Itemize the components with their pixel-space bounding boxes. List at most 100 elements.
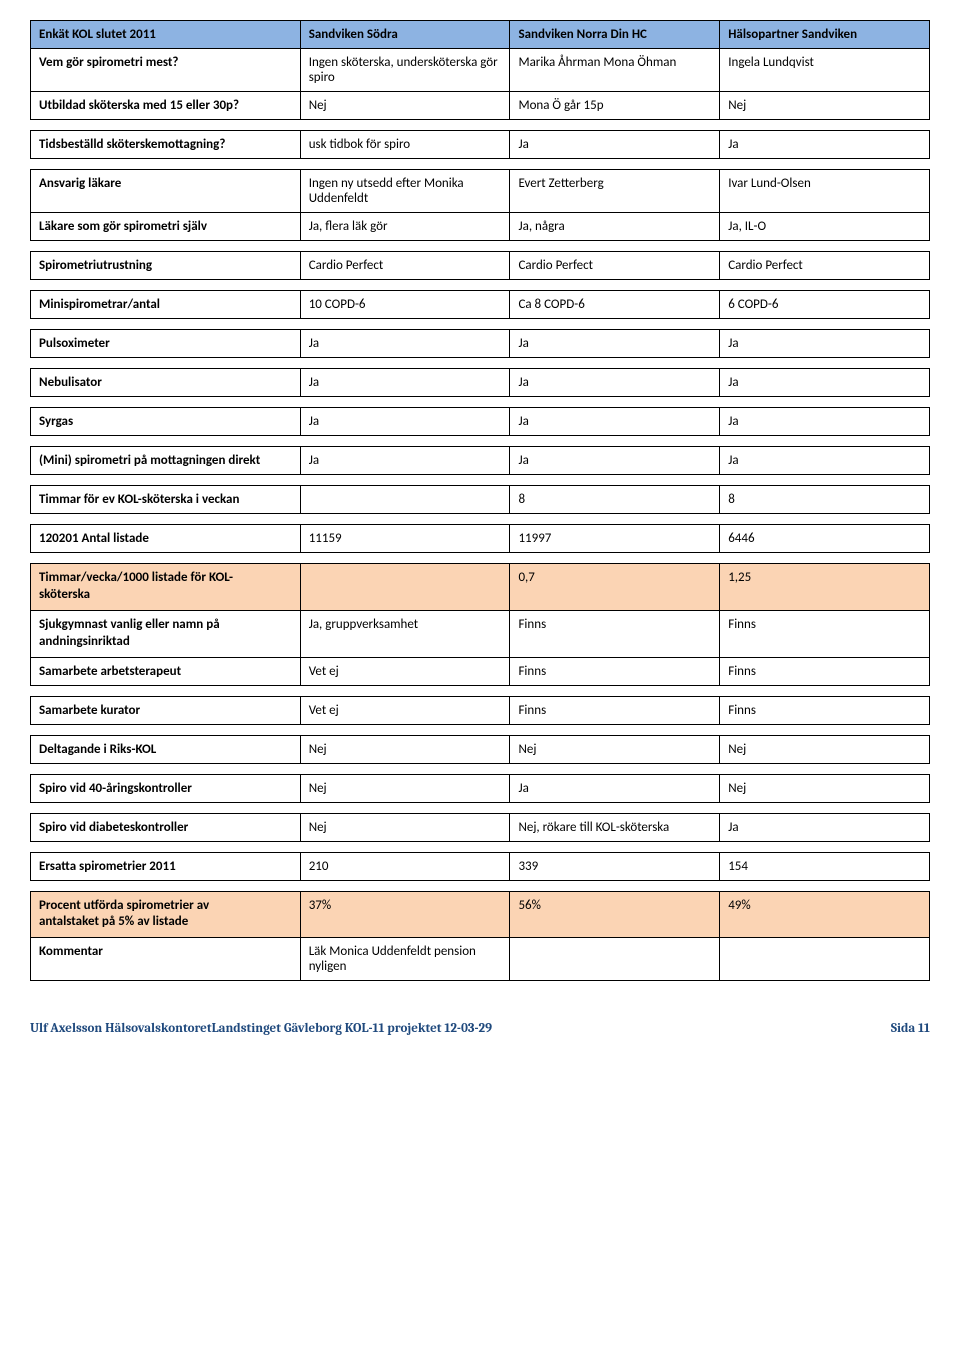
cell: Marika Åhrman Mona Öhman <box>510 49 720 92</box>
cell: Ja <box>720 131 930 159</box>
cell: Nej <box>300 813 510 841</box>
cell: 10 COPD-6 <box>300 291 510 319</box>
table-section: Syrgas Ja Ja Ja <box>30 407 930 436</box>
cell: Ja <box>720 330 930 358</box>
cell: 11159 <box>300 525 510 553</box>
cell: Ja <box>300 408 510 436</box>
label: Spirometriutrustning <box>31 252 301 280</box>
row-vem-gor-spiro: Vem gör spirometri mest? Ingen sköterska… <box>31 49 930 92</box>
cell: Finns <box>510 696 720 724</box>
header-col1: Sandviken Södra <box>300 21 510 49</box>
main-table: Enkät KOL slutet 2011 Sandviken Södra Sa… <box>30 20 930 120</box>
header-col3: Hälsopartner Sandviken <box>720 21 930 49</box>
row-utrustning: Spirometriutrustning Cardio Perfect Card… <box>31 252 930 280</box>
table-section: Samarbete kurator Vet ej Finns Finns <box>30 696 930 725</box>
row-procent: Procent utförda spirometrier av antalsta… <box>31 891 930 938</box>
table-section: 120201 Antal listade 11159 11997 6446 <box>30 524 930 553</box>
row-spiro-diabetes: Spiro vid diabeteskontroller Nej Nej, rö… <box>31 813 930 841</box>
row-timmar-veckan: Timmar för ev KOL-sköterska i veckan 8 8 <box>31 486 930 514</box>
footer-right: Sida 11 <box>891 1021 930 1036</box>
label: Ansvarig läkare <box>31 170 301 213</box>
cell: 37% <box>300 891 510 938</box>
cell: 8 <box>720 486 930 514</box>
cell: Nej <box>510 735 720 763</box>
table-section: Spirometriutrustning Cardio Perfect Card… <box>30 251 930 280</box>
label: Spiro vid 40-åringskontroller <box>31 774 301 802</box>
cell: Ja, gruppverksamhet <box>300 610 510 657</box>
label: Pulsoximeter <box>31 330 301 358</box>
row-ansvarig: Ansvarig läkare Ingen ny utsedd efter Mo… <box>31 170 930 213</box>
label-line1: Timmar/vecka/1000 listade för KOL- <box>39 570 233 585</box>
cell: Ja <box>300 369 510 397</box>
cell: Ja <box>720 813 930 841</box>
label-line2: sköterska <box>39 587 90 602</box>
cell: Ja <box>510 408 720 436</box>
table-section: Ersatta spirometrier 2011 210 339 154 <box>30 852 930 881</box>
label: Tidsbeställd sköterskemottagning? <box>31 131 301 159</box>
row-ersatta: Ersatta spirometrier 2011 210 339 154 <box>31 852 930 880</box>
cell: Ja <box>510 131 720 159</box>
cell: Ja <box>720 369 930 397</box>
label-line2: antalstaket på 5% av listade <box>39 914 188 929</box>
cell: Finns <box>510 657 720 685</box>
row-spiro-40: Spiro vid 40-åringskontroller Nej Ja Nej <box>31 774 930 802</box>
cell: Ja, några <box>510 213 720 241</box>
label: 120201 Antal listade <box>31 525 301 553</box>
label-line1: Procent utförda spirometrier av <box>39 898 209 913</box>
cell <box>720 938 930 981</box>
table-section: Minispirometrar/antal 10 COPD-6 Ca 8 COP… <box>30 290 930 319</box>
cell: Ja <box>300 330 510 358</box>
row-timmar-per-1000: Timmar/vecka/1000 listade för KOL- sköte… <box>31 564 930 611</box>
cell: Nej <box>720 92 930 120</box>
cell: 1,25 <box>720 564 930 611</box>
cell: Ingen sköterska, undersköterska gör spir… <box>300 49 510 92</box>
table-section: Timmar för ev KOL-sköterska i veckan 8 8 <box>30 485 930 514</box>
cell: 154 <box>720 852 930 880</box>
label: (Mini) spirometri på mottagningen direkt <box>31 447 301 475</box>
cell: 0,7 <box>510 564 720 611</box>
label: Utbildad sköterska med 15 eller 30p? <box>31 92 301 120</box>
label: Ersatta spirometrier 2011 <box>31 852 301 880</box>
cell: Ja, IL-O <box>720 213 930 241</box>
row-minispiro-direkt: (Mini) spirometri på mottagningen direkt… <box>31 447 930 475</box>
label: Syrgas <box>31 408 301 436</box>
cell: Ja <box>720 447 930 475</box>
table-section: (Mini) spirometri på mottagningen direkt… <box>30 446 930 475</box>
cell: Nej <box>720 774 930 802</box>
row-nebulisator: Nebulisator Ja Ja Ja <box>31 369 930 397</box>
label: Nebulisator <box>31 369 301 397</box>
cell: Nej <box>300 92 510 120</box>
row-tidsbestalld: Tidsbeställd sköterskemottagning? usk ti… <box>31 131 930 159</box>
row-lakare-sjalv: Läkare som gör spirometri själv Ja, fler… <box>31 213 930 241</box>
row-minispiro: Minispirometrar/antal 10 COPD-6 Ca 8 COP… <box>31 291 930 319</box>
cell <box>300 564 510 611</box>
cell: 6446 <box>720 525 930 553</box>
table-section: Spiro vid 40-åringskontroller Nej Ja Nej <box>30 774 930 803</box>
label: Deltagande i Riks-KOL <box>31 735 301 763</box>
cell: Cardio Perfect <box>510 252 720 280</box>
cell: Ingen ny utsedd efter Monika Uddenfeldt <box>300 170 510 213</box>
cell: Ja <box>510 774 720 802</box>
cell: Ja <box>510 330 720 358</box>
row-riks-kol: Deltagande i Riks-KOL Nej Nej Nej <box>31 735 930 763</box>
cell: Nej <box>300 735 510 763</box>
page-footer: Ulf Axelsson HälsovalskontoretLandstinge… <box>30 1021 930 1036</box>
cell: Finns <box>720 657 930 685</box>
label: Vem gör spirometri mest? <box>31 49 301 92</box>
label: Timmar för ev KOL-sköterska i veckan <box>31 486 301 514</box>
row-arbetsterapeut: Samarbete arbetsterapeut Vet ej Finns Fi… <box>31 657 930 685</box>
row-kurator: Samarbete kurator Vet ej Finns Finns <box>31 696 930 724</box>
cell: Ivar Lund-Olsen <box>720 170 930 213</box>
header-row: Enkät KOL slutet 2011 Sandviken Södra Sa… <box>31 21 930 49</box>
cell: Ja <box>720 408 930 436</box>
cell: Finns <box>720 696 930 724</box>
cell: Nej <box>300 774 510 802</box>
cell: Cardio Perfect <box>720 252 930 280</box>
cell: Ja <box>510 369 720 397</box>
cell: Ca 8 COPD-6 <box>510 291 720 319</box>
cell <box>300 486 510 514</box>
header-title: Enkät KOL slutet 2011 <box>31 21 301 49</box>
table-section: Timmar/vecka/1000 listade för KOL- sköte… <box>30 563 930 686</box>
row-antal-listade: 120201 Antal listade 11159 11997 6446 <box>31 525 930 553</box>
cell: Evert Zetterberg <box>510 170 720 213</box>
